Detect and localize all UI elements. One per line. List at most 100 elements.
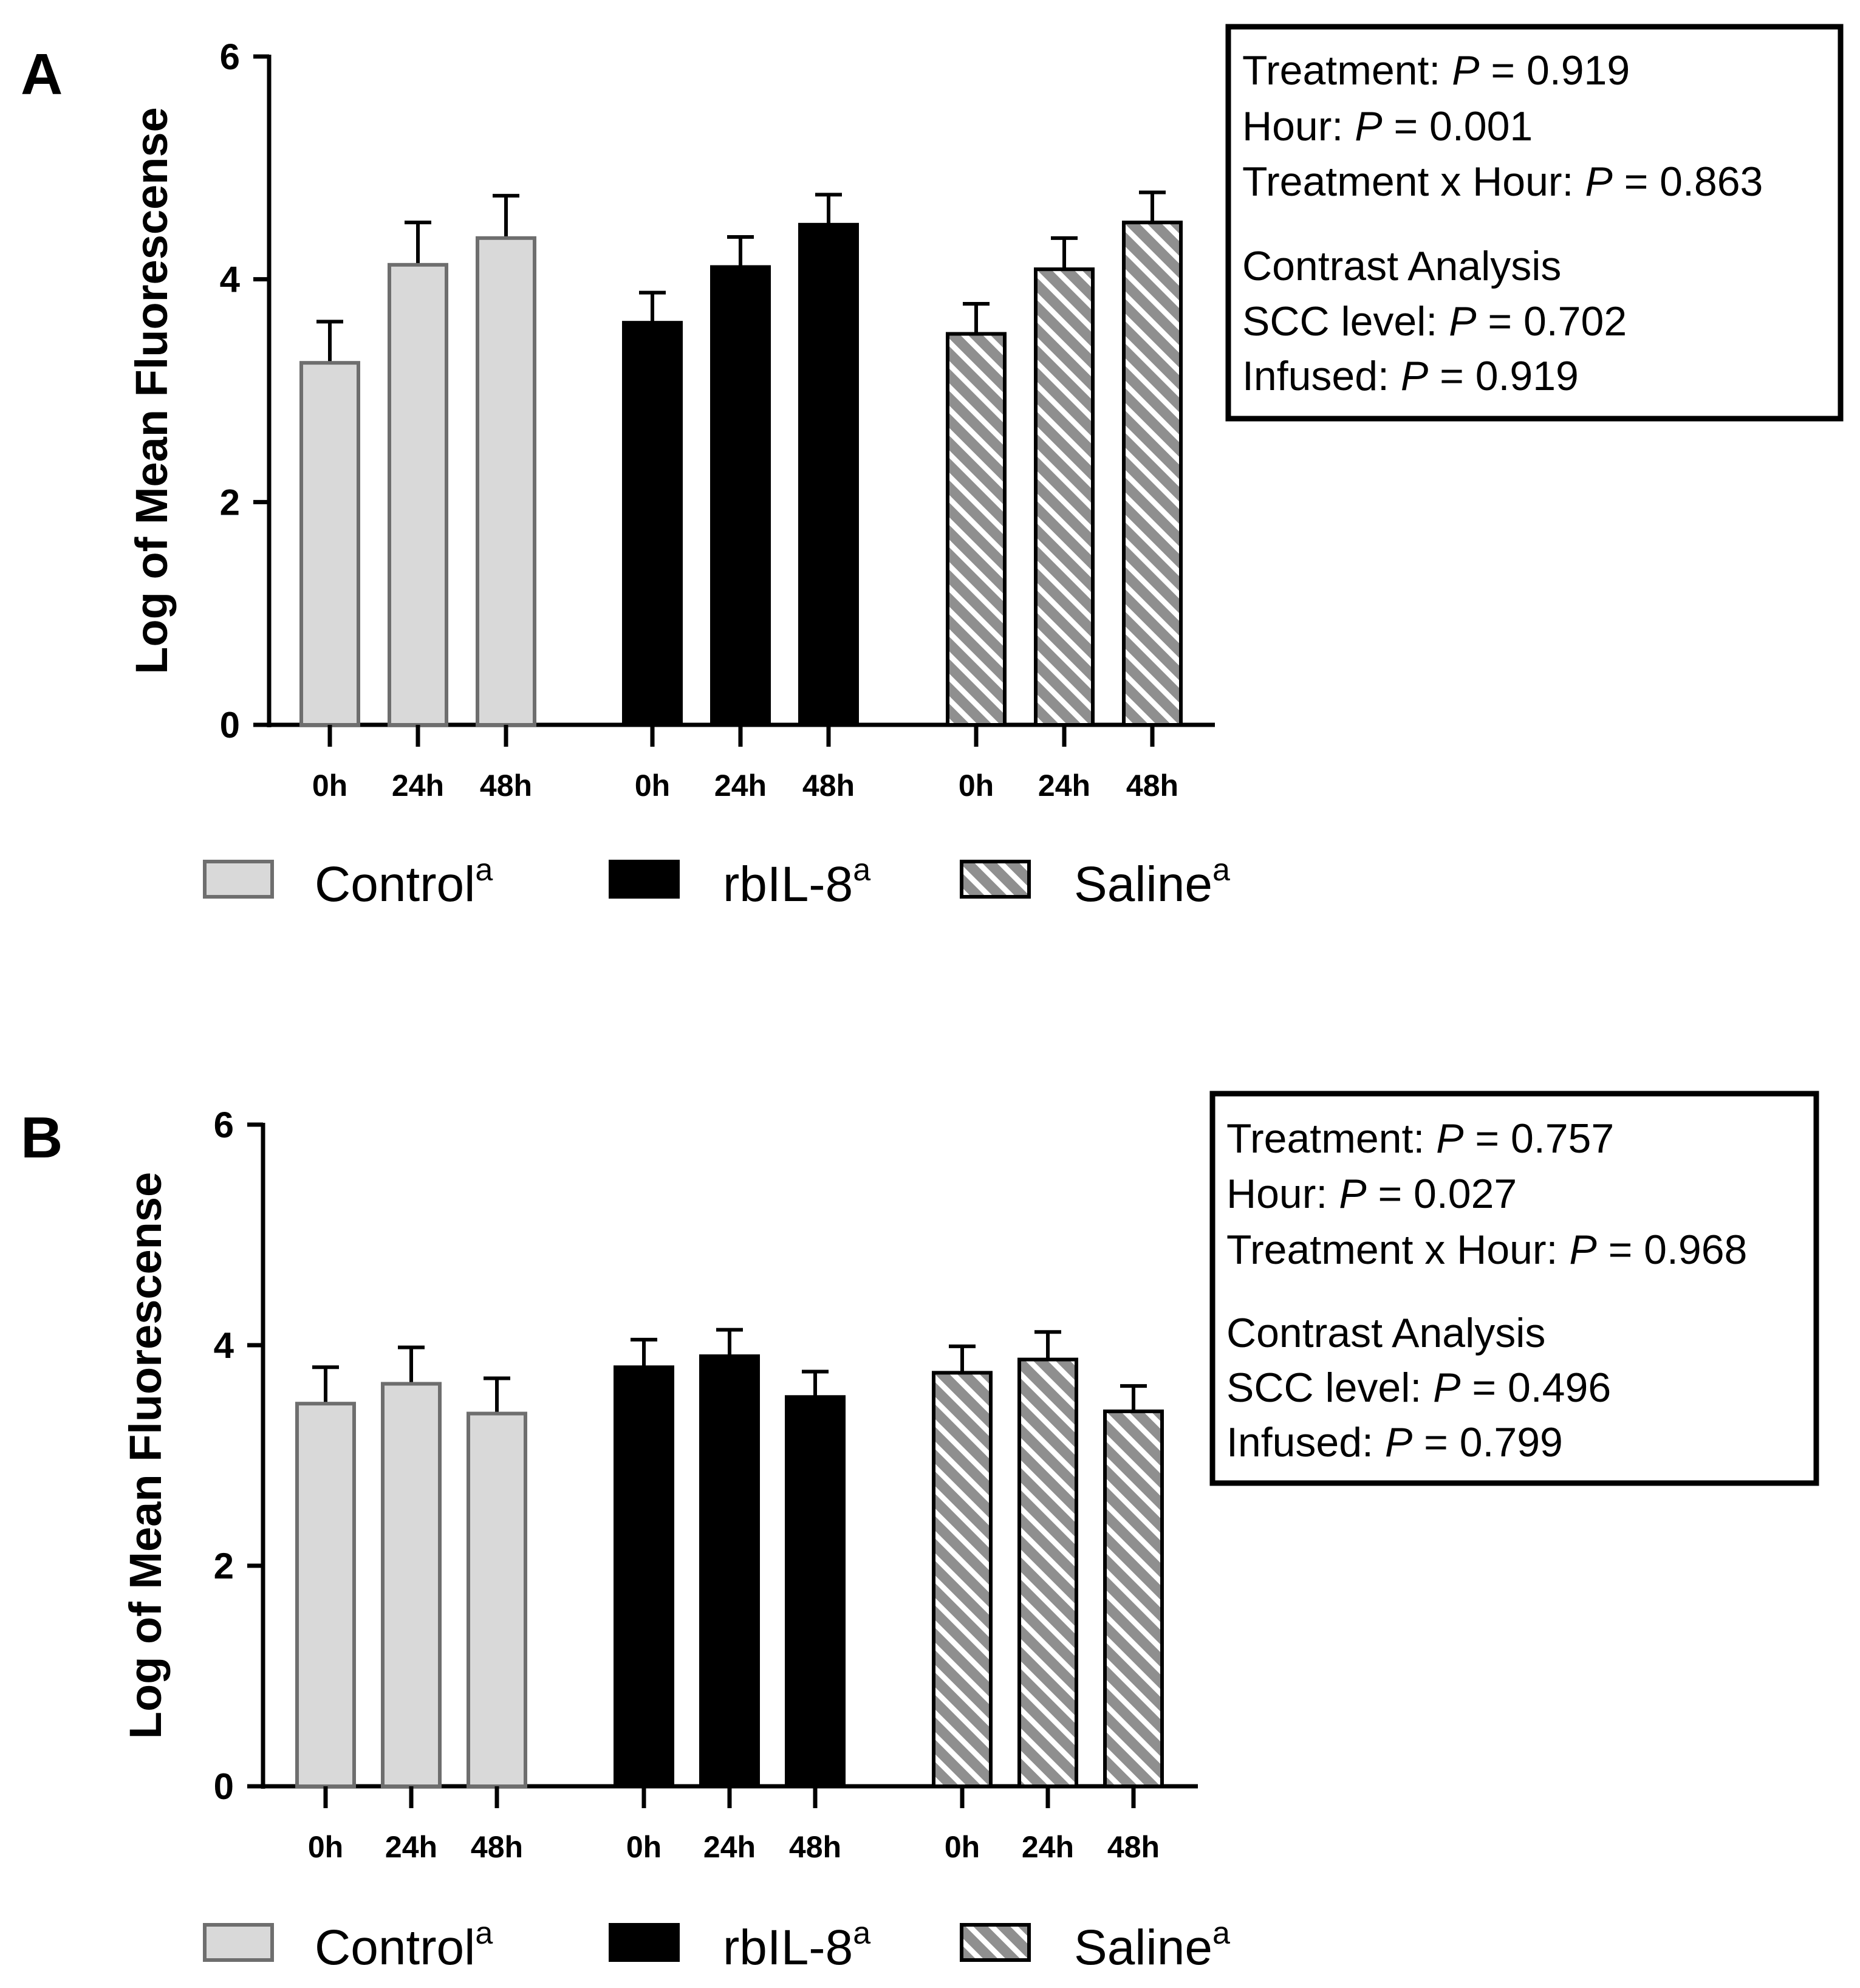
legend-superscript: a [1212, 852, 1230, 888]
legend-label-saline: Salinea [1074, 1916, 1230, 1975]
legend-label-text: rbIL-8 [723, 857, 853, 912]
stats-line: Contrast Analysis [1226, 1310, 1545, 1356]
y-tick-label: 6 [214, 1105, 234, 1145]
stats-prefix: SCC level: [1242, 298, 1449, 344]
bar-saline-48h [1103, 1409, 1164, 1788]
x-tick-label: 48h [1107, 1830, 1160, 1864]
x-tick-label: 0h [635, 769, 670, 803]
stats-value: = 0.919 [1480, 47, 1630, 94]
stats-box: Treatment: P = 0.757 Hour: P = 0.027 Treat… [1209, 1091, 1819, 1486]
stats-value: = 0.496 [1460, 1365, 1611, 1411]
x-tick-label: 24h [703, 1830, 756, 1864]
stats-prefix: Treatment x Hour: [1242, 159, 1585, 205]
bar-saline-24h [1034, 267, 1095, 727]
bar-control-48h [467, 1411, 527, 1788]
stats-prefix: Hour: [1242, 103, 1355, 149]
x-tick-label: 0h [945, 1830, 980, 1864]
x-tick-label: 48h [480, 769, 532, 803]
legend-label-control: Controla [315, 852, 493, 912]
legend-label-rbil8: rbIL-8a [723, 852, 870, 912]
bar-control-24h [381, 1382, 442, 1788]
legend-superscript: a [1212, 1916, 1230, 1951]
legend-superscript: a [475, 852, 493, 888]
stats-value: = 0.001 [1383, 103, 1533, 149]
bar-control-0h [295, 1402, 356, 1789]
stats-line: Hour: P = 0.001 [1242, 103, 1533, 149]
stats-line: SCC level: P = 0.702 [1242, 298, 1627, 344]
x-tick-label: 24h [714, 769, 767, 803]
stats-value: = 0.027 [1367, 1171, 1517, 1217]
stats-box-border [1209, 1091, 1819, 1486]
stats-prefix: Infused: [1226, 1419, 1385, 1465]
y-axis-label: Log of Mean Fluorescense [120, 1172, 171, 1739]
stats-prefix: Treatment: [1242, 47, 1452, 94]
bar-rbil8-0h [614, 1365, 674, 1789]
bar-rbil8-24h [699, 1354, 760, 1788]
stats-line: Treatment x Hour: P = 0.863 [1242, 159, 1763, 205]
x-tick-label: 24h [385, 1830, 437, 1864]
legend-swatch-control [203, 1923, 274, 1962]
x-tick-label: 24h [392, 769, 444, 803]
stats-p-symbol: P [1585, 159, 1612, 205]
x-tick-label: 24h [1022, 1830, 1074, 1864]
panel-a: A Log of Mean Fluorescense 0 2 4 6 0h 24h 48h 0h 2… [21, 24, 1844, 912]
legend-label-saline: Salinea [1074, 852, 1230, 912]
panel-b: B Log of Mean Fluorescense 0 2 4 6 0h 24h 48h 0h 2… [21, 1091, 1819, 1975]
stats-line: SCC level: P = 0.496 [1226, 1365, 1611, 1411]
stats-line: Hour: P = 0.027 [1226, 1171, 1517, 1217]
x-tick-label: 48h [1126, 769, 1178, 803]
y-tick-label: 4 [214, 1325, 234, 1366]
stats-p-symbol: P [1569, 1227, 1596, 1273]
y-tick-label: 4 [220, 259, 241, 300]
x-tick-label: 0h [308, 1830, 343, 1864]
stats-value: = 0.757 [1464, 1116, 1615, 1162]
stats-value: = 0.799 [1412, 1419, 1563, 1465]
x-tick-label: 48h [802, 769, 855, 803]
legend-swatch-rbil8 [609, 1923, 680, 1962]
stats-p-symbol: P [1433, 1365, 1460, 1411]
stats-value: = 0.919 [1428, 353, 1579, 399]
stats-prefix: Treatment x Hour: [1226, 1227, 1569, 1273]
x-tick-label: 48h [789, 1830, 841, 1864]
y-tick-label: 2 [220, 482, 240, 523]
y-axis-label: Log of Mean Fluorescense [126, 107, 177, 674]
legend-label-rbil8: rbIL-8a [723, 1916, 870, 1975]
stats-value: = 0.968 [1597, 1227, 1748, 1273]
bar-rbil8-48h [785, 1395, 846, 1788]
x-tick-label: 24h [1038, 769, 1090, 803]
x-tick-label: 0h [959, 769, 994, 803]
stats-value: = 0.863 [1613, 159, 1763, 205]
panel-letter: B [21, 1105, 63, 1170]
legend-swatch-saline [960, 860, 1031, 899]
legend-label-text: Control [315, 857, 475, 912]
stats-line: Infused: P = 0.799 [1226, 1419, 1563, 1465]
stats-prefix: Treatment: [1226, 1116, 1436, 1162]
y-tick-label: 6 [220, 36, 240, 77]
y-tick-label: 0 [214, 1766, 234, 1807]
stats-line: Treatment: P = 0.757 [1226, 1116, 1614, 1162]
bar-saline-24h [1017, 1357, 1078, 1788]
stats-line: Treatment x Hour: P = 0.968 [1226, 1227, 1747, 1273]
legend: Control a rbIL-8a Salinea [203, 1916, 1230, 1975]
bar-control-24h [388, 262, 448, 727]
legend-superscript: a [853, 852, 870, 888]
stats-p-symbol: P [1401, 353, 1428, 399]
stats-p-symbol: P [1339, 1171, 1366, 1217]
stats-line: Contrast Analysis [1242, 243, 1561, 289]
x-tick-label: 0h [312, 769, 347, 803]
legend-swatch-control [203, 860, 274, 899]
bar-rbil8-0h [622, 321, 683, 727]
legend-label-text: Saline [1074, 1920, 1212, 1975]
stats-p-symbol: P [1436, 1116, 1463, 1162]
bar-control-0h [299, 361, 360, 727]
legend-label-text: Control [315, 1920, 475, 1975]
legend-swatch-rbil8 [609, 860, 680, 899]
stats-box: Treatment: P = 0.919 Hour: P = 0.001 Treat… [1225, 24, 1844, 422]
bar-saline-0h [946, 332, 1007, 727]
stats-prefix: Hour: [1226, 1171, 1339, 1217]
stats-line: Treatment: P = 0.919 [1242, 47, 1630, 94]
bar-control-48h [476, 236, 536, 727]
bar-rbil8-24h [710, 265, 771, 727]
legend-label-text: Saline [1074, 857, 1212, 912]
